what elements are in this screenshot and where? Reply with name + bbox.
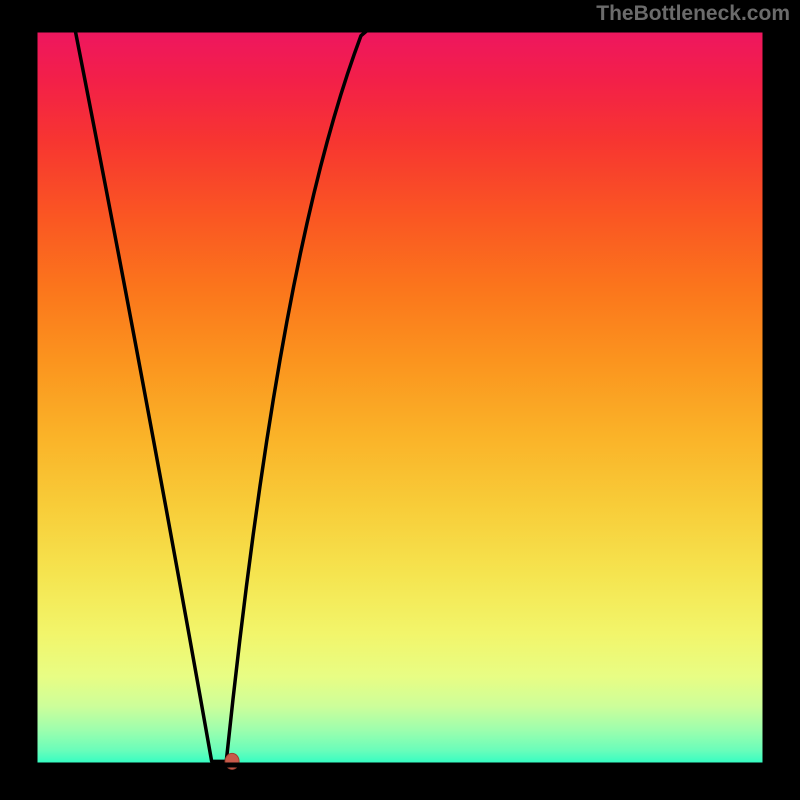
bottleneck-chart <box>0 0 800 800</box>
chart-container: TheBottleneck.com <box>0 0 800 800</box>
watermark-text: TheBottleneck.com <box>596 2 790 26</box>
